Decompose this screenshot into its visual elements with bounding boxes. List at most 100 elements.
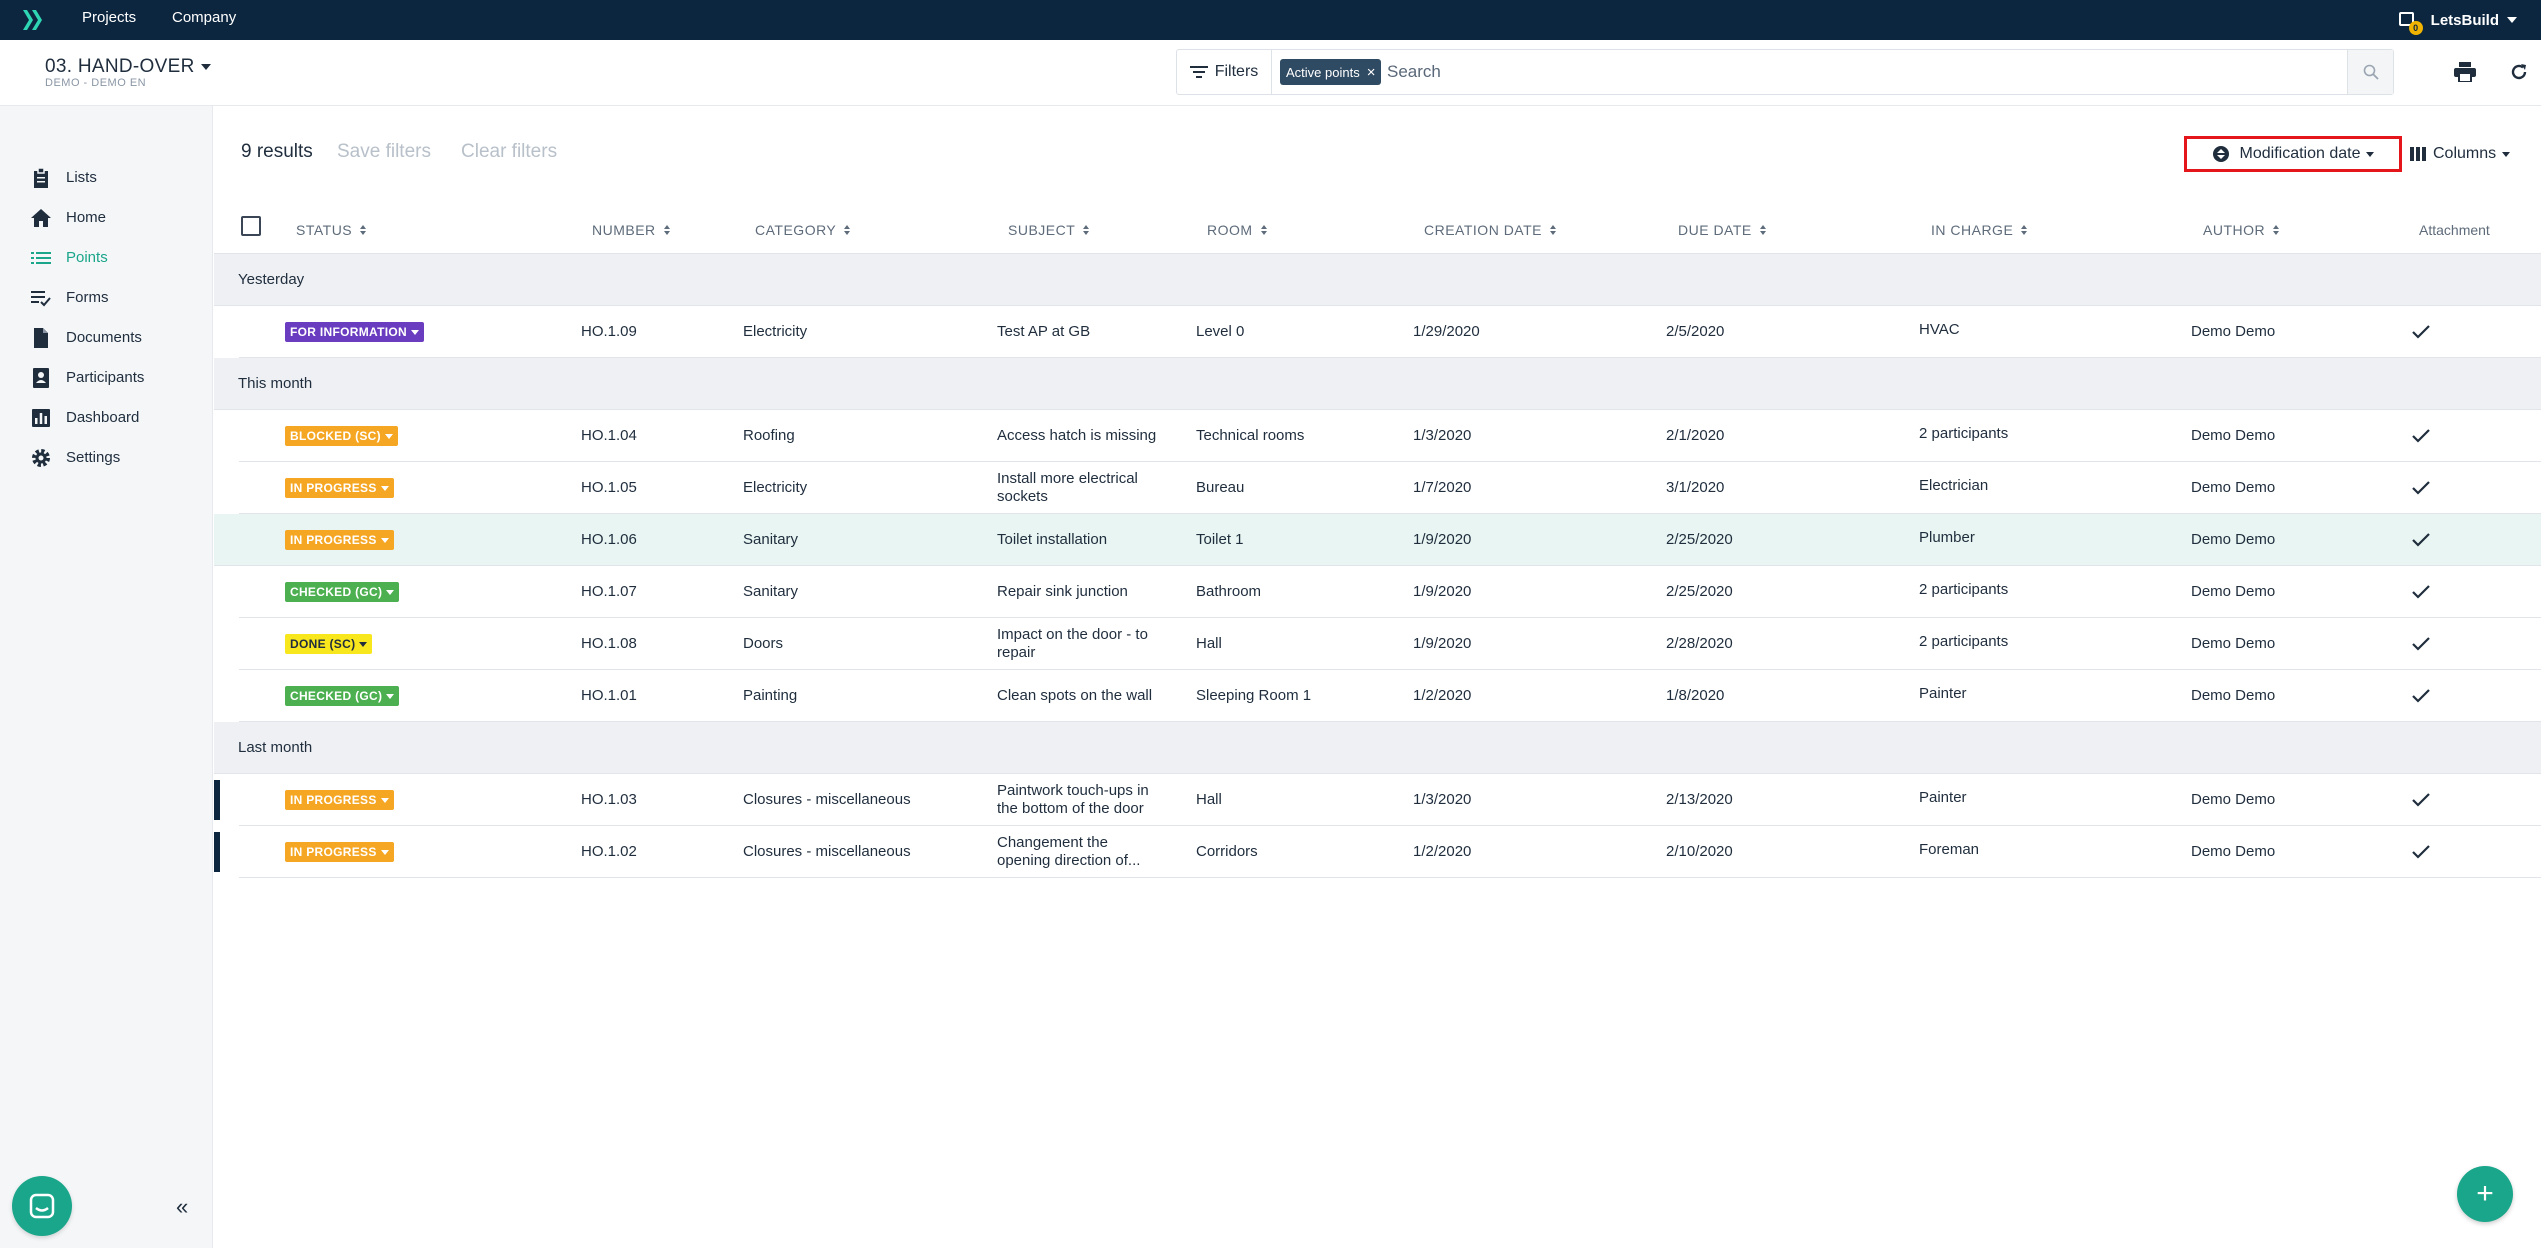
search-button[interactable] — [2347, 50, 2393, 94]
sidebar-item-forms[interactable]: Forms — [0, 277, 213, 317]
sidebar-item-settings[interactable]: Settings — [0, 437, 213, 477]
row-indicator-bar — [214, 832, 220, 872]
attachment-check-icon — [2412, 566, 2430, 618]
point-subject: Clean spots on the wall — [997, 687, 1153, 704]
point-due-date: 2/28/2020 — [1666, 635, 1733, 652]
point-room: Toilet 1 — [1196, 531, 1244, 548]
point-subject: Test AP at GB — [997, 323, 1091, 340]
status-badge[interactable]: IN PROGRESS — [285, 790, 394, 810]
point-category: Closures - miscellaneous — [743, 791, 911, 808]
point-creation-date: 1/9/2020 — [1413, 531, 1472, 548]
caret-down-icon — [410, 329, 419, 335]
save-filters-button[interactable]: Save filters — [337, 141, 431, 162]
sidebar-item-label: Settings — [66, 449, 121, 466]
table-row[interactable]: IN PROGRESS HO.1.06 Sanitary Toilet inst… — [214, 514, 2541, 566]
chat-support-button[interactable] — [12, 1176, 72, 1236]
point-category: Painting — [743, 687, 798, 704]
close-icon[interactable]: × — [1366, 63, 1376, 81]
point-category: Doors — [743, 635, 784, 652]
sort-icon — [2021, 225, 2028, 235]
clipboard-icon — [34, 168, 48, 188]
caret-down-icon — [380, 797, 389, 803]
select-all-checkbox[interactable] — [241, 216, 261, 236]
project-selector[interactable]: 03. HAND-OVER — [45, 56, 211, 78]
search-input[interactable] — [1387, 58, 2347, 86]
point-category: Closures - miscellaneous — [743, 843, 911, 860]
point-creation-date: 1/9/2020 — [1413, 583, 1472, 600]
point-room: Sleeping Room 1 — [1196, 687, 1312, 704]
column-header-author[interactable]: AUTHOR — [2203, 222, 2280, 238]
refresh-button[interactable] — [2505, 58, 2533, 86]
sidebar-item-dashboard[interactable]: Dashboard — [0, 397, 213, 437]
collapse-sidebar-icon[interactable]: « — [176, 1194, 189, 1219]
column-header-room[interactable]: ROOM — [1207, 222, 1267, 238]
status-badge[interactable]: IN PROGRESS — [285, 530, 394, 550]
status-badge[interactable]: IN PROGRESS — [285, 842, 394, 862]
sort-by-dropdown[interactable]: Modification date — [2184, 136, 2402, 172]
point-subject: Changement the opening direction of... — [997, 834, 1141, 869]
table-row[interactable]: IN PROGRESS HO.1.02 Closures - miscellan… — [239, 826, 2541, 878]
point-category: Sanitary — [743, 531, 799, 548]
point-number: HO.1.01 — [581, 687, 637, 704]
chevron-down-icon — [200, 63, 211, 70]
status-badge[interactable]: CHECKED (GC) — [285, 582, 400, 602]
table-row[interactable]: CHECKED (GC) HO.1.07 Sanitary Repair sin… — [239, 566, 2541, 618]
point-subject: Toilet installation — [997, 531, 1108, 548]
filters-button[interactable]: Filters — [1177, 50, 1272, 94]
table-row[interactable]: IN PROGRESS HO.1.03 Closures - miscellan… — [239, 774, 2541, 826]
status-badge[interactable]: BLOCKED (SC) — [285, 426, 398, 446]
active-points-filter-chip[interactable]: Active points × — [1280, 59, 1382, 85]
group-header-yesterday: Yesterday — [214, 254, 2541, 306]
point-due-date: 2/25/2020 — [1666, 583, 1733, 600]
sidebar-item-lists[interactable]: Lists — [0, 157, 213, 197]
column-header-subject[interactable]: SUBJECT — [1008, 222, 1090, 238]
point-in-charge: Electrician — [1919, 477, 1989, 494]
document-icon — [34, 328, 48, 348]
point-creation-date: 1/7/2020 — [1413, 479, 1472, 496]
home-icon — [31, 209, 51, 227]
sidebar-item-points[interactable]: Points — [0, 237, 213, 277]
sidebar-item-home[interactable]: Home — [0, 197, 213, 237]
sidebar-item-label: Dashboard — [66, 409, 140, 426]
table-row[interactable]: CHECKED (GC) HO.1.01 Painting Clean spot… — [239, 670, 2541, 722]
sidebar-item-documents[interactable]: Documents — [0, 317, 213, 357]
column-header-number[interactable]: NUMBER — [592, 222, 670, 238]
column-header-in-charge[interactable]: IN CHARGE — [1931, 222, 2028, 238]
status-badge[interactable]: FOR INFORMATION — [285, 322, 424, 342]
columns-dropdown[interactable]: Columns — [2410, 141, 2511, 167]
sidebar-item-label: Participants — [66, 369, 145, 386]
point-number: HO.1.03 — [581, 791, 637, 808]
sidebar-item-participants[interactable]: Participants — [0, 357, 213, 397]
column-header-status[interactable]: STATUS — [296, 222, 367, 238]
nav-projects-link[interactable]: Projects — [82, 9, 137, 26]
sort-icon — [1083, 225, 1090, 235]
table-row[interactable]: IN PROGRESS HO.1.05 Electricity Install … — [239, 462, 2541, 514]
status-badge[interactable]: IN PROGRESS — [285, 478, 394, 498]
sort-icon — [1759, 225, 1766, 235]
table-row[interactable]: FOR INFORMATION HO.1.09 Electricity Test… — [239, 306, 2541, 358]
status-badge[interactable]: DONE (SC) — [285, 634, 373, 654]
letsbuild-logo-icon[interactable] — [22, 8, 44, 32]
sidebar-item-label: Points — [66, 249, 108, 266]
print-button[interactable] — [2451, 58, 2479, 86]
add-point-button[interactable]: + — [2457, 1166, 2513, 1222]
column-header-due-date[interactable]: DUE DATE — [1678, 222, 1766, 238]
user-menu[interactable]: 0 LetsBuild — [2397, 0, 2517, 40]
chip-label: Active points — [1286, 64, 1360, 80]
attachment-check-icon — [2412, 670, 2430, 722]
status-badge[interactable]: CHECKED (GC) — [285, 686, 400, 706]
column-header-creation-date[interactable]: CREATION DATE — [1424, 222, 1556, 238]
table-row[interactable]: DONE (SC) HO.1.08 Doors Impact on the do… — [239, 618, 2541, 670]
table-row[interactable]: BLOCKED (SC) HO.1.04 Roofing Access hatc… — [239, 410, 2541, 462]
point-creation-date: 1/3/2020 — [1413, 791, 1472, 808]
point-room: Bathroom — [1196, 583, 1262, 600]
nav-company-link[interactable]: Company — [172, 9, 237, 26]
point-creation-date: 1/2/2020 — [1413, 843, 1472, 860]
point-author: Demo Demo — [2191, 687, 2276, 704]
clear-filters-button[interactable]: Clear filters — [461, 141, 558, 162]
group-header-this-month: This month — [214, 358, 2541, 410]
column-header-category[interactable]: CATEGORY — [755, 222, 851, 238]
notifications-icon[interactable]: 0 — [2397, 10, 2423, 35]
filter-icon — [1189, 66, 1208, 78]
point-author: Demo Demo — [2191, 427, 2276, 444]
